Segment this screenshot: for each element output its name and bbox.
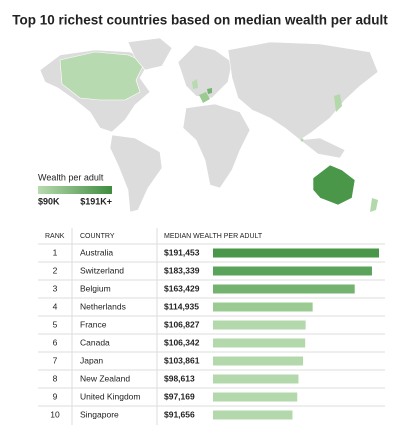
chart-title: Top 10 richest countries based on median… [12,13,388,28]
rank: 2 [53,265,58,275]
value-label: $163,429 [164,283,200,293]
bar [213,410,293,420]
bar [213,374,299,384]
value-label: $106,342 [164,337,200,347]
value-label: $183,339 [164,265,200,275]
bar [213,248,379,258]
rank: 9 [53,391,58,401]
country: Japan [80,355,103,365]
value-label: $91,656 [164,409,195,419]
country: Singapore [80,409,119,419]
rank: 1 [53,247,58,257]
bar [213,320,306,330]
bar [213,392,298,402]
country: Australia [80,247,113,257]
bar [213,338,306,348]
country: Belgium [80,283,111,293]
rank: 5 [53,319,58,329]
country: France [80,319,107,329]
bar [213,302,313,312]
value-label: $191,453 [164,247,200,257]
rank: 3 [53,283,58,293]
value-label: $103,861 [164,355,200,365]
value-label: $97,169 [164,391,195,401]
column-header: RANK [45,233,65,240]
column-header: MEDIAN WEALTH PER ADULT [164,233,263,240]
value-label: $106,827 [164,319,200,329]
rank: 10 [50,409,60,419]
rank: 7 [53,355,58,365]
column-header: COUNTRY [80,233,115,240]
country: Netherlands [80,301,126,311]
country: Canada [80,337,110,347]
legend-high: $191K+ [80,196,112,206]
country: New Zealand [80,373,130,383]
bar [213,356,304,366]
bar [213,284,355,294]
world-map [39,37,379,213]
value-label: $114,935 [164,301,199,311]
rank: 8 [53,373,58,383]
rank: 4 [53,301,58,311]
legend-title: Wealth per adult [38,172,104,182]
legend-low: $90K [38,196,60,206]
country: United Kingdom [80,391,140,401]
bar [213,266,372,276]
rank: 6 [53,337,58,347]
legend-gradient [38,186,112,194]
country: Switzerland [80,265,124,275]
value-label: $98,613 [164,373,195,383]
